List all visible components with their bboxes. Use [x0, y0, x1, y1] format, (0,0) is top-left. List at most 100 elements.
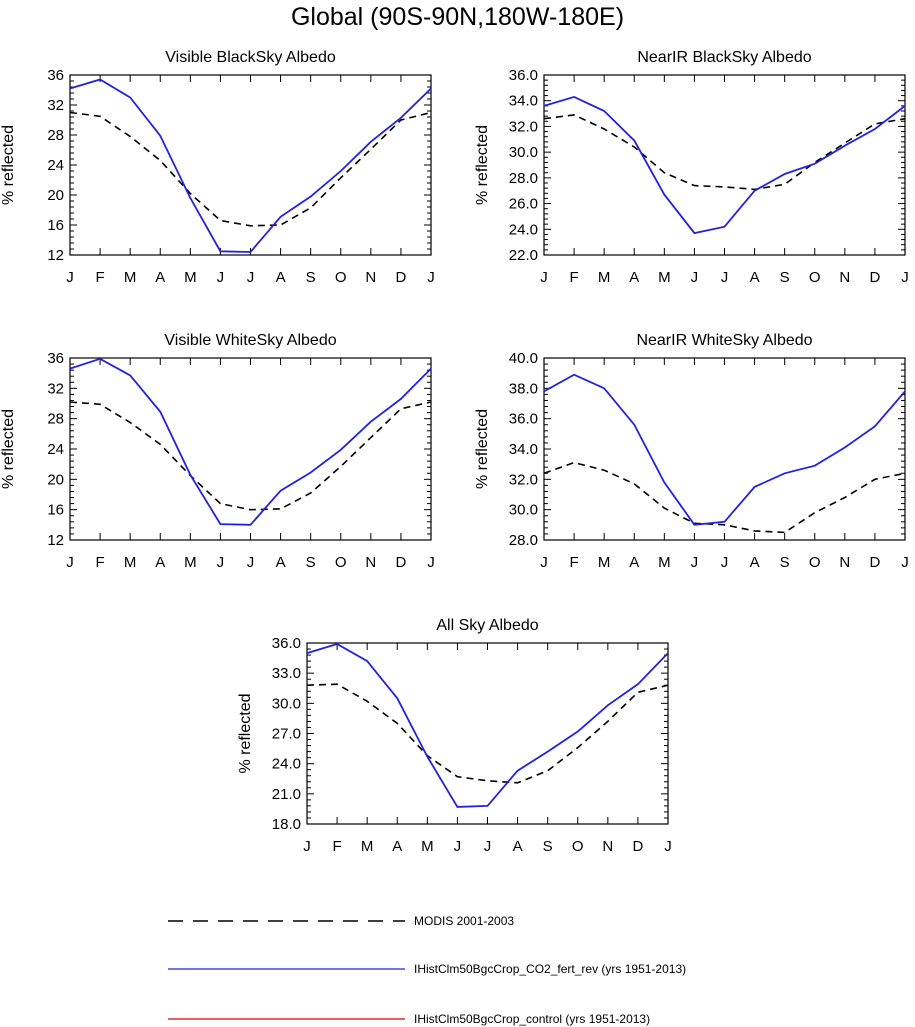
y-axis-label: % reflected: [474, 409, 491, 489]
x-tick-label: J: [540, 554, 548, 571]
x-tick-label: A: [513, 838, 523, 855]
x-tick-label: A: [155, 269, 165, 286]
y-tick-label: 36.0: [509, 411, 538, 428]
legend-label-1: MODIS 2001-2003: [414, 914, 514, 928]
series-line-co2-fert-rev: [306, 643, 669, 808]
x-tick-label: J: [691, 269, 699, 286]
plot-frame: [69, 357, 432, 541]
x-tick-label: A: [629, 554, 639, 571]
y-tick-label: 36: [47, 350, 64, 367]
x-tick-label: M: [361, 838, 374, 855]
x-tick-label: D: [869, 269, 880, 286]
series-line-co2-fert-rev: [543, 373, 906, 526]
x-tick-label: N: [839, 554, 850, 571]
y-tick-label: 30.0: [509, 144, 538, 161]
x-tick-label: A: [750, 269, 760, 286]
x-tick-label: O: [572, 838, 584, 855]
x-tick-label: J: [427, 269, 435, 286]
y-tick-label: 38.0: [509, 380, 538, 397]
y-tick-label: 32: [47, 380, 64, 397]
x-tick-label: M: [184, 554, 197, 571]
y-tick-label: 16: [47, 502, 64, 519]
x-tick-label: J: [427, 554, 435, 571]
x-tick-label: A: [155, 554, 165, 571]
y-tick-label: 12: [47, 247, 64, 264]
figure-title: Global (90S-90N,180W-180E): [290, 3, 625, 31]
x-tick-label: M: [184, 269, 197, 286]
series-line-co2-fert-rev: [543, 95, 906, 235]
x-tick-label: J: [247, 269, 255, 286]
x-tick-label: D: [632, 838, 643, 855]
y-tick-label: 28.0: [509, 170, 538, 187]
y-tick-label: 12: [47, 532, 64, 549]
x-tick-label: J: [454, 838, 462, 855]
plot-frame: [543, 74, 906, 256]
y-tick-label: 32.0: [509, 118, 538, 135]
y-tick-label: 22.0: [509, 247, 538, 264]
x-tick-label: A: [629, 269, 639, 286]
y-tick-label: 24.0: [509, 221, 538, 238]
x-tick-label: M: [598, 269, 611, 286]
x-tick-label: J: [303, 838, 311, 855]
x-tick-label: J: [691, 554, 699, 571]
series-line-modis: [69, 111, 432, 227]
x-tick-label: S: [780, 554, 790, 571]
x-tick-label: M: [124, 269, 137, 286]
x-tick-label: D: [395, 269, 406, 286]
x-tick-label: J: [540, 269, 548, 286]
x-tick-label: F: [95, 269, 104, 286]
x-tick-label: J: [721, 554, 729, 571]
x-tick-label: J: [217, 554, 225, 571]
x-tick-label: N: [365, 554, 376, 571]
panel-title: Visible WhiteSky Albedo: [164, 332, 336, 349]
y-tick-label: 30.0: [509, 502, 538, 519]
y-tick-label: 32: [47, 97, 64, 114]
plot-frame: [69, 74, 432, 256]
y-tick-label: 33.0: [272, 665, 301, 682]
x-tick-label: J: [664, 838, 672, 855]
x-tick-label: S: [780, 269, 790, 286]
x-tick-label: J: [721, 269, 729, 286]
legend-label-3: IHistClm50BgcCrop_control (yrs 1951-2013…: [414, 1012, 650, 1026]
x-tick-label: F: [569, 554, 578, 571]
plot-frame: [306, 642, 669, 825]
y-axis-label: % reflected: [0, 409, 17, 489]
y-tick-label: 16: [47, 217, 64, 234]
panel-title: Visible BlackSky Albedo: [165, 49, 336, 66]
x-tick-label: A: [750, 554, 760, 571]
y-tick-label: 20: [47, 187, 64, 204]
x-tick-label: M: [421, 838, 434, 855]
x-tick-label: J: [901, 554, 909, 571]
x-tick-label: J: [901, 269, 909, 286]
x-tick-label: F: [332, 838, 341, 855]
y-tick-label: 30.0: [272, 695, 301, 712]
x-tick-label: J: [484, 838, 492, 855]
x-tick-label: A: [392, 838, 402, 855]
x-tick-label: M: [658, 554, 671, 571]
x-tick-label: M: [598, 554, 611, 571]
x-tick-label: M: [658, 269, 671, 286]
x-tick-label: O: [335, 554, 347, 571]
y-tick-label: 28: [47, 127, 64, 144]
y-tick-label: 36: [47, 67, 64, 84]
x-tick-label: J: [66, 269, 74, 286]
x-tick-label: D: [869, 554, 880, 571]
x-tick-label: S: [306, 554, 316, 571]
x-tick-label: F: [569, 269, 578, 286]
y-tick-label: 27.0: [272, 726, 301, 743]
x-tick-label: O: [335, 269, 347, 286]
y-axis-label: % reflected: [237, 693, 254, 773]
series-line-co2-fert-rev: [69, 357, 432, 526]
x-tick-label: A: [276, 554, 286, 571]
x-tick-label: N: [365, 269, 376, 286]
x-tick-label: O: [809, 269, 821, 286]
y-tick-label: 28: [47, 411, 64, 428]
series-line-co2-fert-rev: [69, 78, 432, 253]
y-tick-label: 36.0: [509, 67, 538, 84]
x-tick-label: J: [217, 269, 225, 286]
